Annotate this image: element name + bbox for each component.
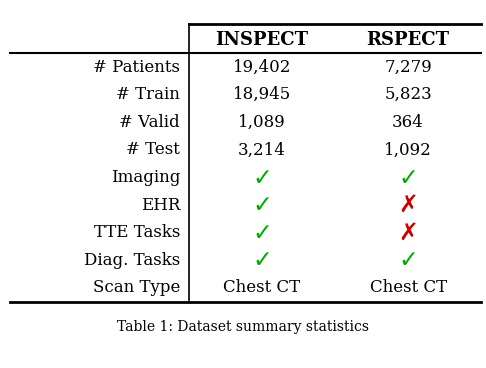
Text: 1,089: 1,089 [238, 114, 286, 131]
Text: Chest CT: Chest CT [369, 279, 447, 297]
Text: ✓: ✓ [398, 248, 418, 272]
Text: 5,823: 5,823 [384, 86, 432, 103]
Text: TTE Tasks: TTE Tasks [94, 224, 180, 241]
Text: RSPECT: RSPECT [366, 31, 450, 49]
Text: Diag. Tasks: Diag. Tasks [84, 252, 180, 269]
Text: 19,402: 19,402 [233, 59, 291, 76]
Text: ✓: ✓ [398, 166, 418, 190]
Text: 7,279: 7,279 [384, 59, 432, 76]
Text: 364: 364 [392, 114, 424, 131]
Text: Chest CT: Chest CT [224, 279, 300, 297]
Text: EHR: EHR [141, 197, 180, 214]
Text: ✗: ✗ [398, 193, 418, 217]
Text: 3,214: 3,214 [238, 141, 286, 159]
Text: ✓: ✓ [252, 166, 272, 190]
Text: # Test: # Test [126, 141, 180, 159]
Text: # Train: # Train [116, 86, 180, 103]
Text: Imaging: Imaging [111, 169, 180, 186]
Text: ✓: ✓ [252, 193, 272, 217]
Text: # Valid: # Valid [120, 114, 180, 131]
Text: ✓: ✓ [252, 221, 272, 245]
Text: 18,945: 18,945 [233, 86, 291, 103]
Text: Table 1: Dataset summary statistics: Table 1: Dataset summary statistics [117, 320, 369, 334]
Text: INSPECT: INSPECT [215, 31, 309, 49]
Text: 1,092: 1,092 [384, 141, 432, 159]
Text: ✗: ✗ [398, 221, 418, 245]
Text: # Patients: # Patients [93, 59, 180, 76]
Text: Scan Type: Scan Type [93, 279, 180, 297]
Text: ✓: ✓ [252, 248, 272, 272]
